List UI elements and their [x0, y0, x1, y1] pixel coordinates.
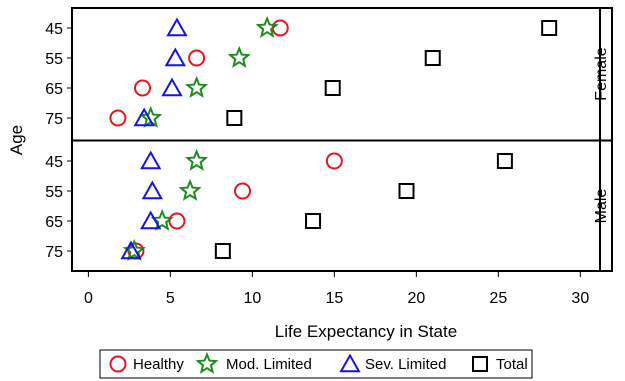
point-female-sev-limited-45 [166, 17, 188, 37]
legend-triangle-icon [339, 353, 361, 373]
x-tick-label: 25 [489, 290, 507, 307]
point-male-mod-limited-55 [178, 178, 202, 201]
y-tick-label: 55 [45, 51, 63, 68]
legend-label-total: Total [496, 356, 528, 373]
point-female-healthy-45 [271, 19, 289, 37]
point-female-sev-limited-55 [164, 47, 186, 67]
point-male-sev-limited-65 [140, 210, 162, 230]
y-tick-label: 65 [45, 81, 63, 98]
point-male-healthy-65 [168, 212, 186, 230]
y-axis-label: Age [7, 125, 26, 155]
point-female-mod-limited-45 [255, 15, 279, 38]
point-female-total-45 [541, 20, 558, 36]
y-tick-label: 55 [45, 184, 63, 201]
x-tick-label: 15 [325, 290, 343, 307]
point-male-total-45 [496, 153, 513, 169]
legend-label-sev-limited: Sev. Limited [365, 356, 446, 373]
x-tick-label: 20 [407, 290, 425, 307]
point-male-sev-limited-75 [120, 240, 142, 260]
legend-star-icon [195, 351, 219, 374]
x-axis-label: Life Expectancy in State [275, 322, 457, 341]
legend-box [99, 349, 533, 379]
point-male-healthy-55 [234, 182, 252, 200]
legend-circle-icon [109, 355, 127, 373]
x-tick-label: 10 [243, 290, 261, 307]
strip-label-female: Female [593, 47, 610, 100]
point-female-healthy-75 [109, 109, 127, 127]
strip-label-male: Male [593, 189, 610, 224]
point-male-total-75 [214, 243, 231, 259]
legend-label-healthy: Healthy [133, 356, 184, 373]
point-female-mod-limited-65 [185, 75, 209, 98]
point-male-mod-limited-65 [150, 208, 174, 231]
y-tick-label: 65 [45, 214, 63, 231]
y-tick-label: 45 [45, 154, 63, 171]
point-female-sev-limited-65 [161, 77, 183, 97]
point-male-sev-limited-55 [141, 180, 163, 200]
point-female-total-55 [424, 50, 441, 66]
point-male-healthy-45 [325, 152, 343, 170]
point-female-total-75 [226, 110, 243, 126]
y-tick-label: 75 [45, 111, 63, 128]
point-female-total-65 [324, 80, 341, 96]
point-female-sev-limited-75 [133, 107, 155, 127]
point-male-total-65 [305, 213, 322, 229]
legend-square-icon [472, 356, 488, 372]
point-female-mod-limited-55 [227, 45, 251, 68]
y-tick-label: 75 [45, 244, 63, 261]
point-male-total-55 [398, 183, 415, 199]
x-tick-label: 0 [84, 290, 93, 307]
point-female-healthy-65 [134, 79, 152, 97]
legend-label-mod-limited: Mod. Limited [226, 356, 312, 373]
x-tick-label: 30 [571, 290, 589, 307]
x-tick-label: 5 [166, 290, 175, 307]
point-male-mod-limited-45 [185, 148, 209, 171]
y-tick-label: 45 [45, 21, 63, 38]
point-female-healthy-55 [188, 49, 206, 67]
point-male-sev-limited-45 [140, 150, 162, 170]
